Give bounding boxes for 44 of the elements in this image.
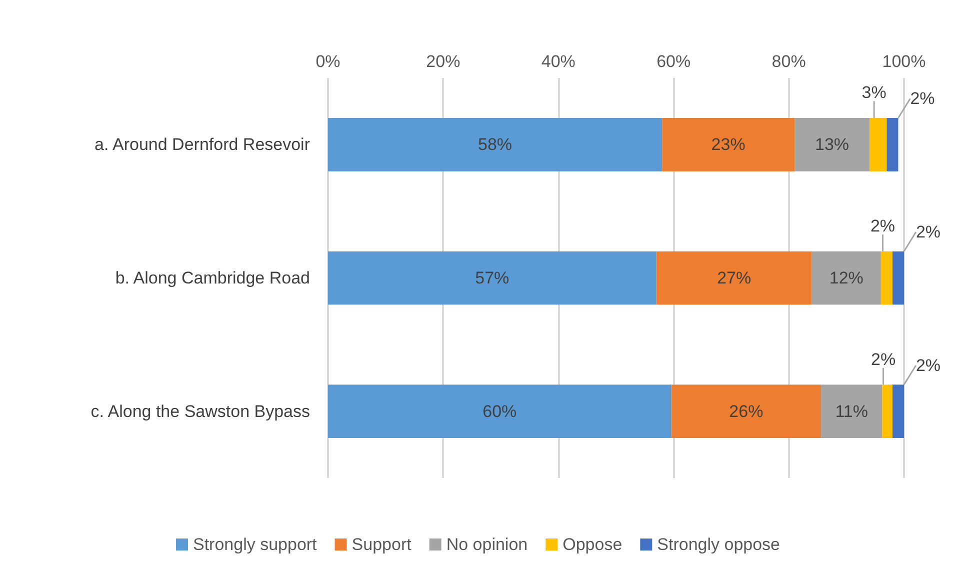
bar [821, 384, 882, 438]
data-label: 11% [835, 402, 868, 421]
bar [794, 118, 870, 172]
data-label: 27% [717, 268, 752, 288]
data-label: 57% [475, 268, 510, 288]
bar [892, 384, 904, 438]
data-label: 2% [870, 216, 896, 236]
bar [671, 384, 822, 438]
data-label: 2% [916, 222, 941, 242]
data-label: 12% [829, 268, 864, 288]
data-label: 58% [478, 135, 512, 154]
bar [886, 118, 898, 172]
x-tick-label: 40% [541, 52, 576, 71]
bar [892, 251, 904, 305]
bar [656, 251, 812, 305]
x-tick-label: 0% [316, 52, 340, 71]
legend-label: No opinion [446, 535, 528, 554]
x-tick-label: 100% [882, 52, 926, 71]
legend-label: Oppose [562, 535, 622, 554]
bar [869, 118, 887, 172]
legend-label: Strongly oppose [657, 535, 780, 554]
legend-label: Strongly support [192, 535, 318, 554]
data-label: 26% [729, 402, 764, 421]
x-tick-label: 20% [426, 52, 460, 71]
data-label: 2% [910, 89, 935, 108]
data-label: 2% [916, 356, 941, 375]
y-tick-label: c. Along the Sawston Bypass [90, 402, 310, 421]
legend-label: Support [352, 535, 412, 554]
y-tick-label: a. Around Dernford Resevoir [94, 135, 310, 154]
data-label: 60% [482, 402, 517, 421]
data-label: 3% [862, 83, 886, 102]
data-label: 2% [871, 350, 896, 369]
data-label: 13% [814, 135, 850, 154]
bar [328, 118, 662, 172]
bar [882, 384, 892, 438]
bar [812, 251, 881, 305]
x-tick-label: 60% [656, 52, 691, 71]
y-tick-label: b. Along Cambridge Road [115, 268, 310, 288]
bar [328, 251, 656, 305]
bar [880, 251, 892, 305]
data-label: 23% [711, 135, 746, 154]
bar [328, 384, 672, 438]
bar [662, 118, 795, 172]
x-tick-label: 80% [772, 52, 806, 71]
